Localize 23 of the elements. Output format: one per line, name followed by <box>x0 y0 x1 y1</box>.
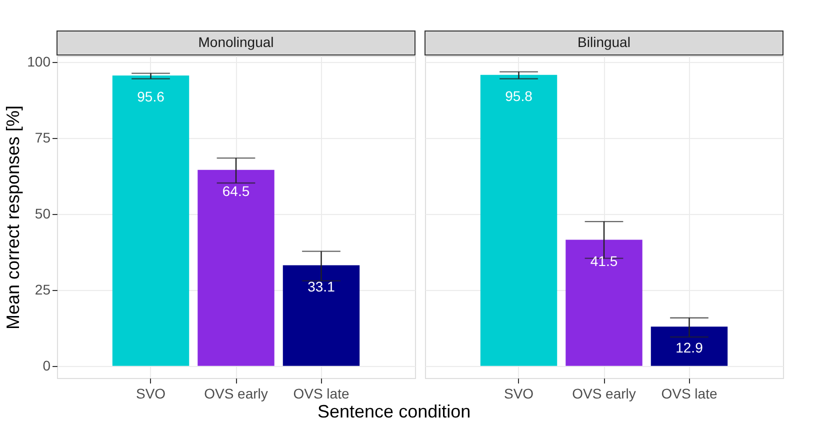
y-tick-label: 25 <box>34 281 51 298</box>
x-tick-label: SVO <box>504 386 534 402</box>
y-tick-label: 50 <box>34 205 51 222</box>
data-label: 33.1 <box>308 278 336 294</box>
x-tick-label: OVS early <box>204 386 268 402</box>
bar <box>198 170 274 366</box>
data-label: 95.6 <box>137 88 165 104</box>
y-axis-title: Mean correct responses [%] <box>3 105 24 330</box>
x-tick-label: OVS late <box>293 386 350 402</box>
chart-title: Monolingual <box>198 34 274 50</box>
bar <box>282 265 360 366</box>
data-label: 95.8 <box>505 88 533 104</box>
y-tick-label: 75 <box>34 130 51 146</box>
x-axis-title: Sentence condition <box>318 402 471 422</box>
data-label: 12.9 <box>676 340 704 356</box>
x-tick-label: OVS late <box>661 386 718 402</box>
x-tick-label: OVS early <box>572 386 636 402</box>
data-label: 64.5 <box>222 182 250 199</box>
x-tick-label: SVO <box>136 386 166 402</box>
y-tick-label: 100 <box>27 54 51 70</box>
bar <box>112 75 190 366</box>
chart-title: Bilingual <box>578 34 630 50</box>
y-tick-label: 0 <box>42 357 51 374</box>
